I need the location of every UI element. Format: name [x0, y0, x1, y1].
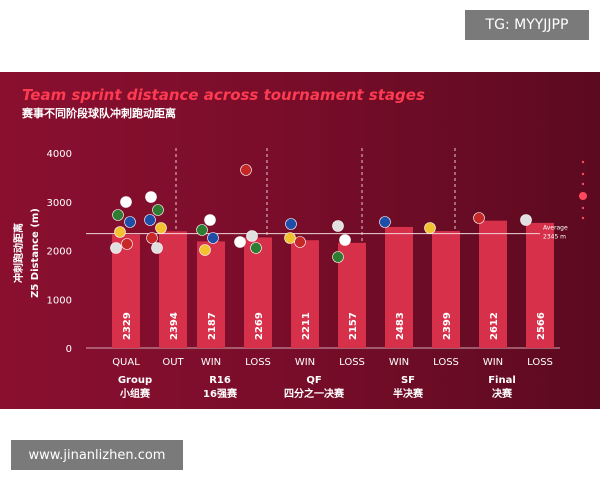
x-tick-label: WIN	[201, 357, 221, 368]
group-label: QF	[306, 375, 321, 386]
team-flag-icon	[120, 196, 132, 208]
bar-value-label: 2399	[442, 312, 453, 340]
decoration-dot-icon	[581, 216, 585, 220]
group-label-cn: 决赛	[492, 387, 513, 400]
x-tick-label: LOSS	[527, 357, 553, 368]
group-label-cn: 半决赛	[393, 387, 424, 400]
y-tick-label: 1000	[47, 295, 72, 306]
group-label: R16	[209, 375, 231, 386]
team-flag-icon	[146, 232, 158, 244]
bar	[197, 241, 225, 348]
team-flag-icon	[332, 251, 344, 263]
watermark-url: www.jinanlizhen.com	[11, 440, 183, 470]
group-label: Group	[118, 375, 152, 386]
y-tick-label: 2000	[47, 247, 72, 258]
chart-panel: Team sprint distance across tournament s…	[0, 72, 600, 409]
group-label: Final	[488, 375, 516, 386]
team-flag-icon	[151, 242, 163, 254]
team-flag-icon	[114, 226, 126, 238]
team-flag-icon	[339, 234, 351, 246]
bar-value-label: 2483	[395, 312, 406, 340]
team-flag-icon	[246, 230, 258, 242]
decoration-dot-icon	[581, 206, 585, 210]
team-flag-icon	[520, 214, 532, 226]
bar	[159, 231, 187, 348]
x-tick-label: LOSS	[433, 357, 459, 368]
team-flag-icon	[285, 218, 297, 230]
team-flag-icon	[124, 216, 136, 228]
bar-value-label: 2612	[489, 312, 500, 340]
y-tick-label: 4000	[47, 149, 72, 160]
x-tick-label: WIN	[483, 357, 503, 368]
team-flag-icon	[121, 238, 133, 250]
team-flag-icon	[473, 212, 485, 224]
team-flag-icon	[152, 204, 164, 216]
bar	[244, 237, 272, 348]
y-tick-label: 3000	[47, 198, 72, 209]
team-flag-icon	[144, 214, 156, 226]
x-tick-label: WIN	[389, 357, 409, 368]
x-tick-label: LOSS	[245, 357, 271, 368]
y-axis-label: Z5 Distance (m)	[30, 208, 41, 298]
decoration-dot-icon	[581, 182, 585, 186]
chart-subtitle: 赛事不同阶段球队冲刺跑动距离	[22, 107, 176, 120]
team-flag-icon	[199, 244, 211, 256]
team-flag-icon	[155, 222, 167, 234]
team-flag-icon	[284, 232, 296, 244]
team-flag-icon	[294, 236, 306, 248]
team-flag-icon	[145, 191, 157, 203]
team-flag-icon	[424, 222, 436, 234]
team-flag-icon	[207, 232, 219, 244]
team-flag-icon	[234, 236, 246, 248]
y-tick-label: 0	[66, 344, 72, 355]
team-flag-icon	[379, 216, 391, 228]
bar	[385, 226, 413, 348]
y-axis-label-cn: 冲刺跑动距离	[12, 223, 25, 283]
decoration-dot-icon	[579, 192, 587, 200]
average-label: Average	[543, 225, 568, 232]
team-flag-icon	[110, 242, 122, 254]
x-tick-label: LOSS	[339, 357, 365, 368]
decoration-dot-icon	[581, 172, 585, 176]
team-flag-icon	[196, 224, 208, 236]
x-tick-label: OUT	[162, 357, 184, 368]
bar-value-label: 2566	[536, 312, 547, 340]
bar	[291, 240, 319, 348]
bar-value-label: 2157	[348, 312, 359, 340]
decoration-dot-icon	[581, 160, 585, 164]
group-label-cn: 小组赛	[119, 387, 151, 400]
team-flag-icon	[250, 242, 262, 254]
chart-title: Team sprint distance across tournament s…	[22, 86, 425, 104]
team-flag-icon	[332, 220, 344, 232]
bar-value-label: 2187	[207, 312, 218, 340]
sprint-distance-chart: 0 1000 2000 3000 4000 Z5 Distance (m) 冲刺跑动距离 23…	[12, 148, 587, 400]
team-flag-icon	[240, 164, 252, 176]
group-label-cn: 16强赛	[203, 387, 238, 400]
bar	[479, 220, 507, 348]
bar	[432, 231, 460, 348]
x-tick-label: WIN	[295, 357, 315, 368]
watermark-tg: TG: MYYJJPP	[465, 10, 589, 40]
average-value-label: 2345 m	[543, 234, 566, 241]
group-label: SF	[401, 375, 415, 386]
bar-value-label: 2394	[169, 312, 180, 340]
bar-value-label: 2211	[301, 312, 312, 340]
bar-value-label: 2329	[122, 312, 133, 340]
bar	[526, 222, 554, 348]
team-flag-icon	[112, 209, 124, 221]
x-tick-label: QUAL	[112, 357, 140, 368]
team-flag-icon	[204, 214, 216, 226]
group-label-cn: 四分之一决赛	[284, 387, 345, 400]
bar-value-label: 2269	[254, 312, 265, 340]
